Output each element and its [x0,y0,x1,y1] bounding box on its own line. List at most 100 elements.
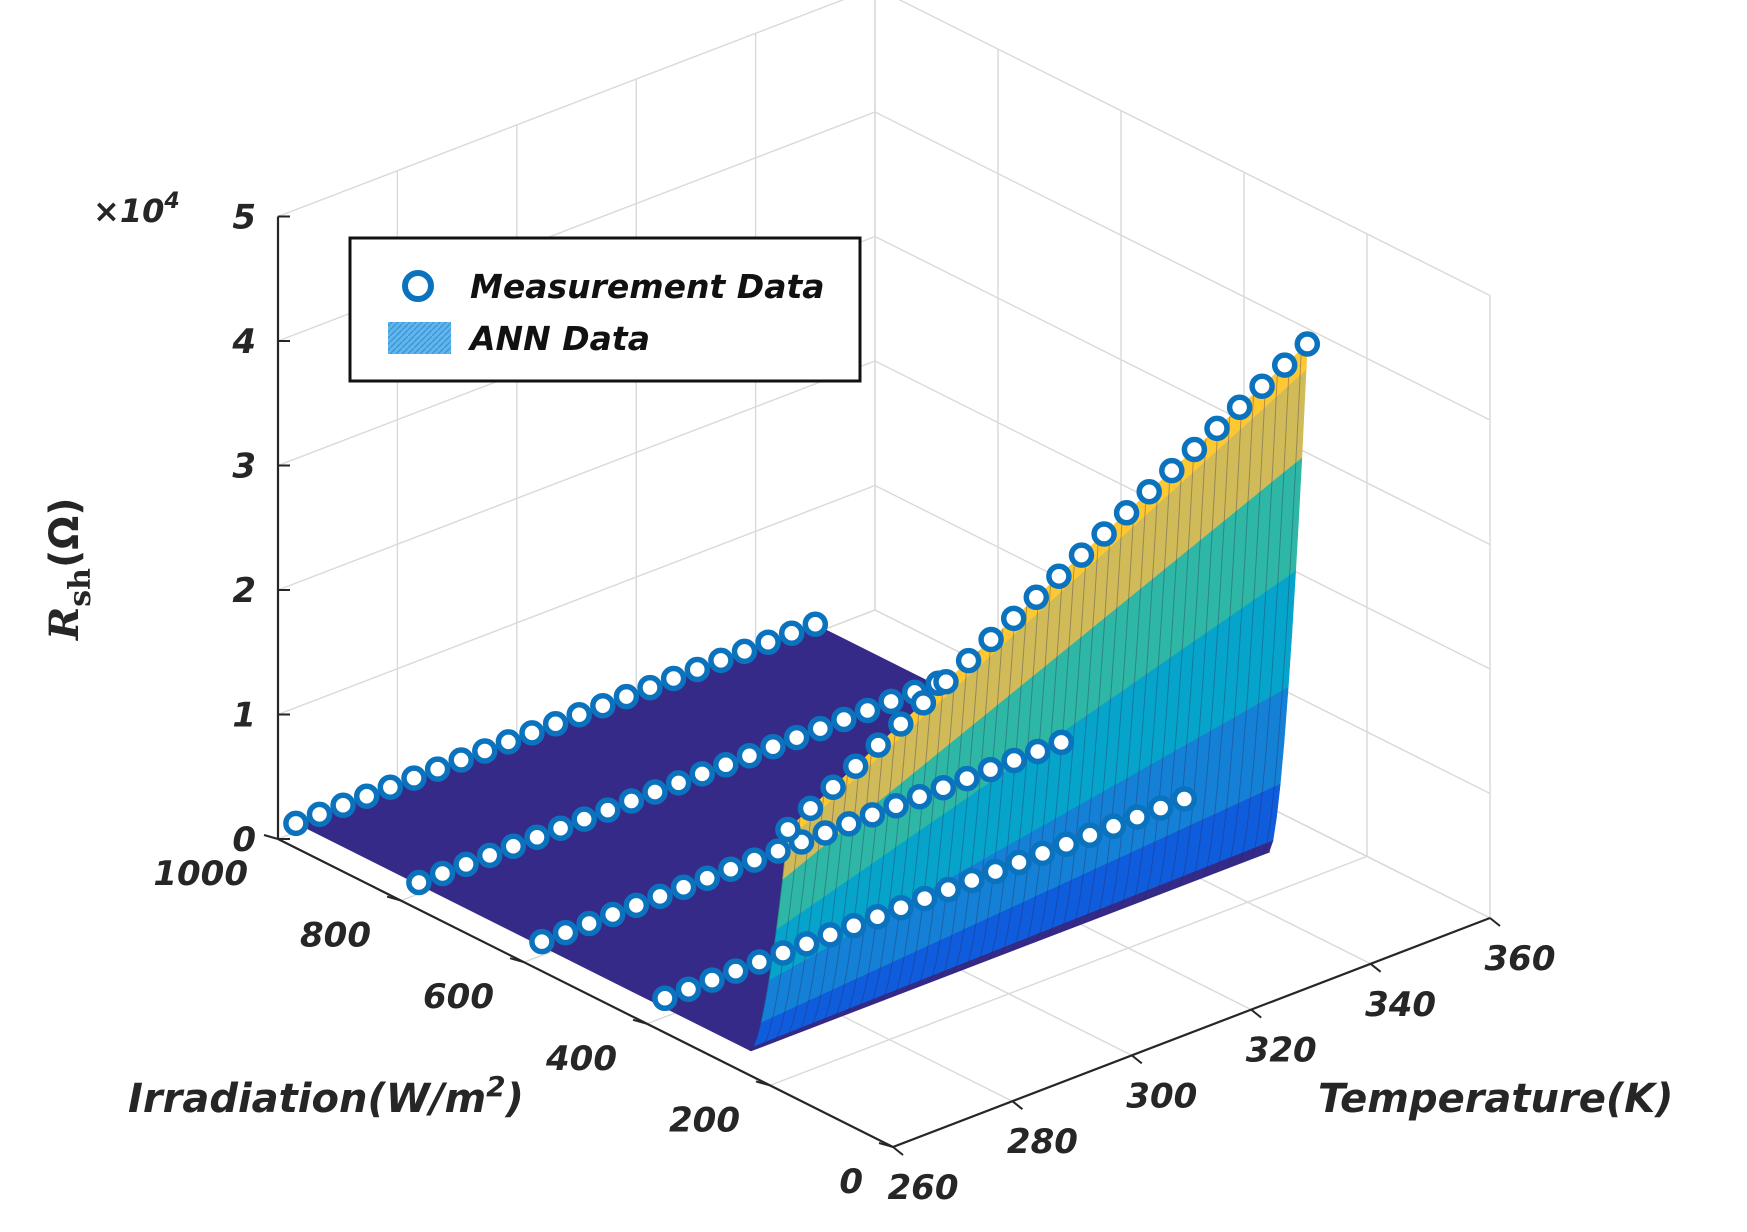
legend-ann-patch [388,322,451,354]
measurement-point [1113,500,1140,526]
ann-mesh-line [1226,382,1266,868]
measurement-point [694,865,720,891]
ann-mesh-line [916,673,956,987]
measurement-point [401,765,427,791]
measurement-point [576,910,602,937]
y-axis-line [892,916,1491,1149]
measurement-point [1100,813,1127,839]
ann-mesh-line [1012,583,1052,951]
measurement-point [911,885,938,912]
measurement-point [812,820,838,846]
x-tick-label: 600 [423,977,494,1017]
measurement-point [954,765,980,792]
ann-mesh-line [904,684,944,992]
measurement-point [1204,415,1230,442]
measurement-point [713,752,739,778]
measurement-point [652,985,678,1012]
ann-mesh-line [1083,516,1123,923]
ann-mesh-line [928,662,968,983]
measurement-point [910,690,937,716]
measurement-point [793,931,820,957]
measurement-point [760,733,786,760]
x-tick-mark [509,957,525,964]
measurement-point [519,720,545,746]
measurement-point [817,922,843,948]
measurement-point [955,647,982,674]
measurement-point [864,904,891,930]
ann-mesh-line [844,740,884,1015]
z-tick-label: 3 [232,447,256,487]
z-exponent-label: ×104 [93,189,180,230]
measurement-point [807,715,834,742]
measurement-point [283,810,309,837]
y-tick-mark [1250,1008,1262,1019]
ann-mesh-line [880,706,920,1001]
measurement-point [424,756,451,782]
measurement-point [330,792,356,819]
measurement-point [542,711,569,737]
measurement-point [429,860,456,887]
ann-surface-band [749,840,1274,1051]
ann-mesh-line [952,639,992,974]
measurement-point [1006,849,1032,876]
ann-mesh-line [1167,438,1207,891]
measurement-point [377,774,404,800]
measurement-point [306,801,333,828]
ann-mesh-line [1023,572,1063,946]
measurement-point [1077,822,1103,848]
measurement-point [699,967,725,993]
y-tick-mark [1369,963,1382,973]
ann-mesh-line [1095,505,1135,919]
measurement-point [1024,738,1051,765]
measurement-point [741,847,768,873]
ann-mesh-line [976,617,1016,964]
ann-mesh-line [821,762,860,1024]
measurement-point [708,647,734,674]
measurement-point [718,856,744,882]
ann-mesh-line [809,773,849,1029]
measurement-point [778,620,805,646]
measurement-markers [283,331,1321,1012]
measurement-point [524,824,550,850]
ann-mesh-line [1250,360,1290,859]
y-tick-label: 280 [1007,1122,1078,1162]
measurement-point [935,876,961,903]
x-tick-label: 200 [669,1100,740,1140]
measurement-point [888,894,914,921]
measurement-point [1226,394,1253,421]
grid-line [277,484,876,716]
measurement-point [933,668,959,695]
legend-measurement-marker [402,270,434,302]
measurement-point [755,629,781,656]
measurement-point [859,802,886,828]
ann-mesh-line [1203,405,1243,877]
grid-line [769,855,1368,1087]
measurement-point [637,674,663,701]
ann-mesh-line [832,751,872,1019]
ann-mesh-line [1143,461,1183,900]
ann-mesh-line [868,717,908,1006]
measurement-point [930,774,957,801]
measurement-point [566,701,592,728]
x-tick-mark [878,1142,894,1148]
ann-mesh-line [1179,427,1219,886]
measurement-point [472,738,498,764]
measurement-point [722,958,749,984]
measurement-point [571,806,597,832]
measurement-point [765,838,791,864]
x-tick-label: 400 [545,1039,617,1079]
x-axis-title: Irradiation(W/m2) [128,1070,524,1122]
x-tick-label: 1000 [153,854,248,894]
measurement-point [1001,747,1027,774]
measurement-point [746,949,773,975]
measurement-point [613,683,640,710]
axes [276,216,1491,1149]
y-axis-title: Temperature(K) [1318,1076,1673,1122]
z-tick-label: 0 [232,820,256,860]
ann-mesh-line [1119,483,1159,909]
measurement-point [883,793,909,819]
measurement-point [1136,478,1162,505]
y-tick-mark [892,1146,904,1156]
measurement-point [865,732,891,758]
